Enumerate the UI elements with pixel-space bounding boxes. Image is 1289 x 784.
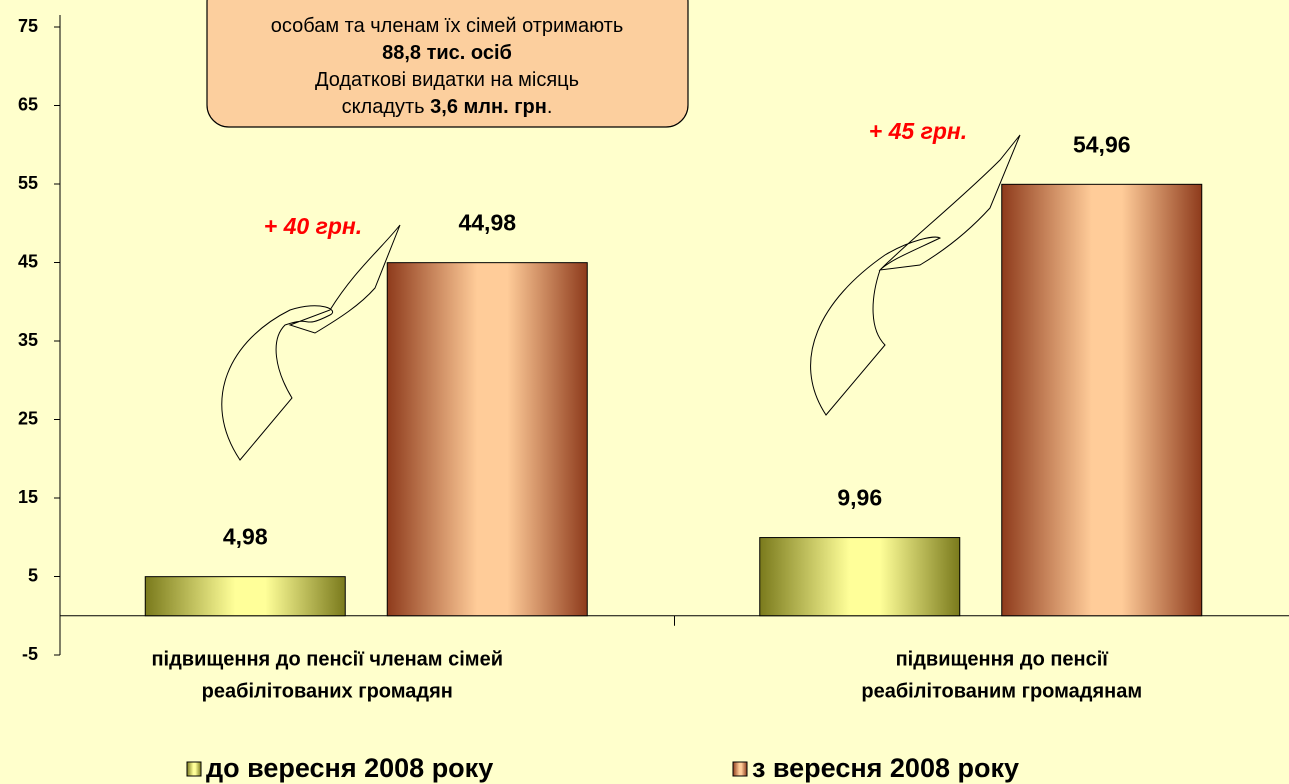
y-tick-label: 35 [18, 330, 38, 350]
annotation: + 40 грн. [264, 213, 362, 239]
annotation: + 45 грн. [869, 118, 967, 144]
note-segment: особам та членам їх сімей отримають [271, 15, 624, 37]
x-tick-label: підвищення до пенсії членам сімей [151, 648, 503, 670]
y-tick-label: 15 [18, 487, 38, 507]
y-tick-label: -5 [22, 644, 38, 664]
note-line: 88,8 тис. осіб [382, 42, 512, 64]
y-tick-label: 45 [18, 251, 38, 271]
x-tick-label: підвищення до пенсії [896, 648, 1109, 670]
x-tick-label: реабілітованих громадян [202, 680, 453, 702]
note-line: особам та членам їх сімей отримають [271, 15, 624, 37]
legend-swatch [186, 761, 202, 777]
y-tick-label: 65 [18, 94, 38, 114]
value-label: 9,96 [837, 485, 882, 511]
bar [1001, 183, 1203, 617]
y-tick-label: 75 [18, 16, 38, 36]
note-segment: складуть [342, 96, 431, 118]
bar [144, 576, 346, 617]
y-tick-label: 55 [18, 173, 38, 193]
x-tick-label: реабілітованим громадянам [861, 680, 1142, 702]
value-label: 54,96 [1073, 131, 1131, 157]
y-tick-label: 25 [18, 408, 38, 428]
bar [386, 262, 588, 617]
legend-swatch [732, 761, 748, 777]
note-box [206, 0, 689, 128]
bar [759, 537, 961, 617]
note-text: особам та членам їх сімей отримають 88,8 … [271, 15, 624, 118]
arrow [810, 134, 1021, 416]
legend-label: до вересня 2008 року [206, 753, 493, 783]
note-line: Додаткові видатки на місяць [315, 69, 579, 91]
y-tick-label: 5 [28, 565, 38, 585]
note-line: складуть 3,6 млн. грн. [342, 96, 553, 118]
note-segment: 88,8 тис. осіб [382, 42, 512, 64]
value-label: 4,98 [223, 524, 268, 550]
value-label: 44,98 [458, 210, 516, 236]
note-segment: . [547, 96, 553, 118]
note-segment: Додаткові видатки на місяць [315, 69, 579, 91]
note-segment: 3,6 млн. грн [430, 96, 547, 118]
arrow [221, 224, 401, 461]
legend-label: з вересня 2008 року [752, 753, 1019, 783]
